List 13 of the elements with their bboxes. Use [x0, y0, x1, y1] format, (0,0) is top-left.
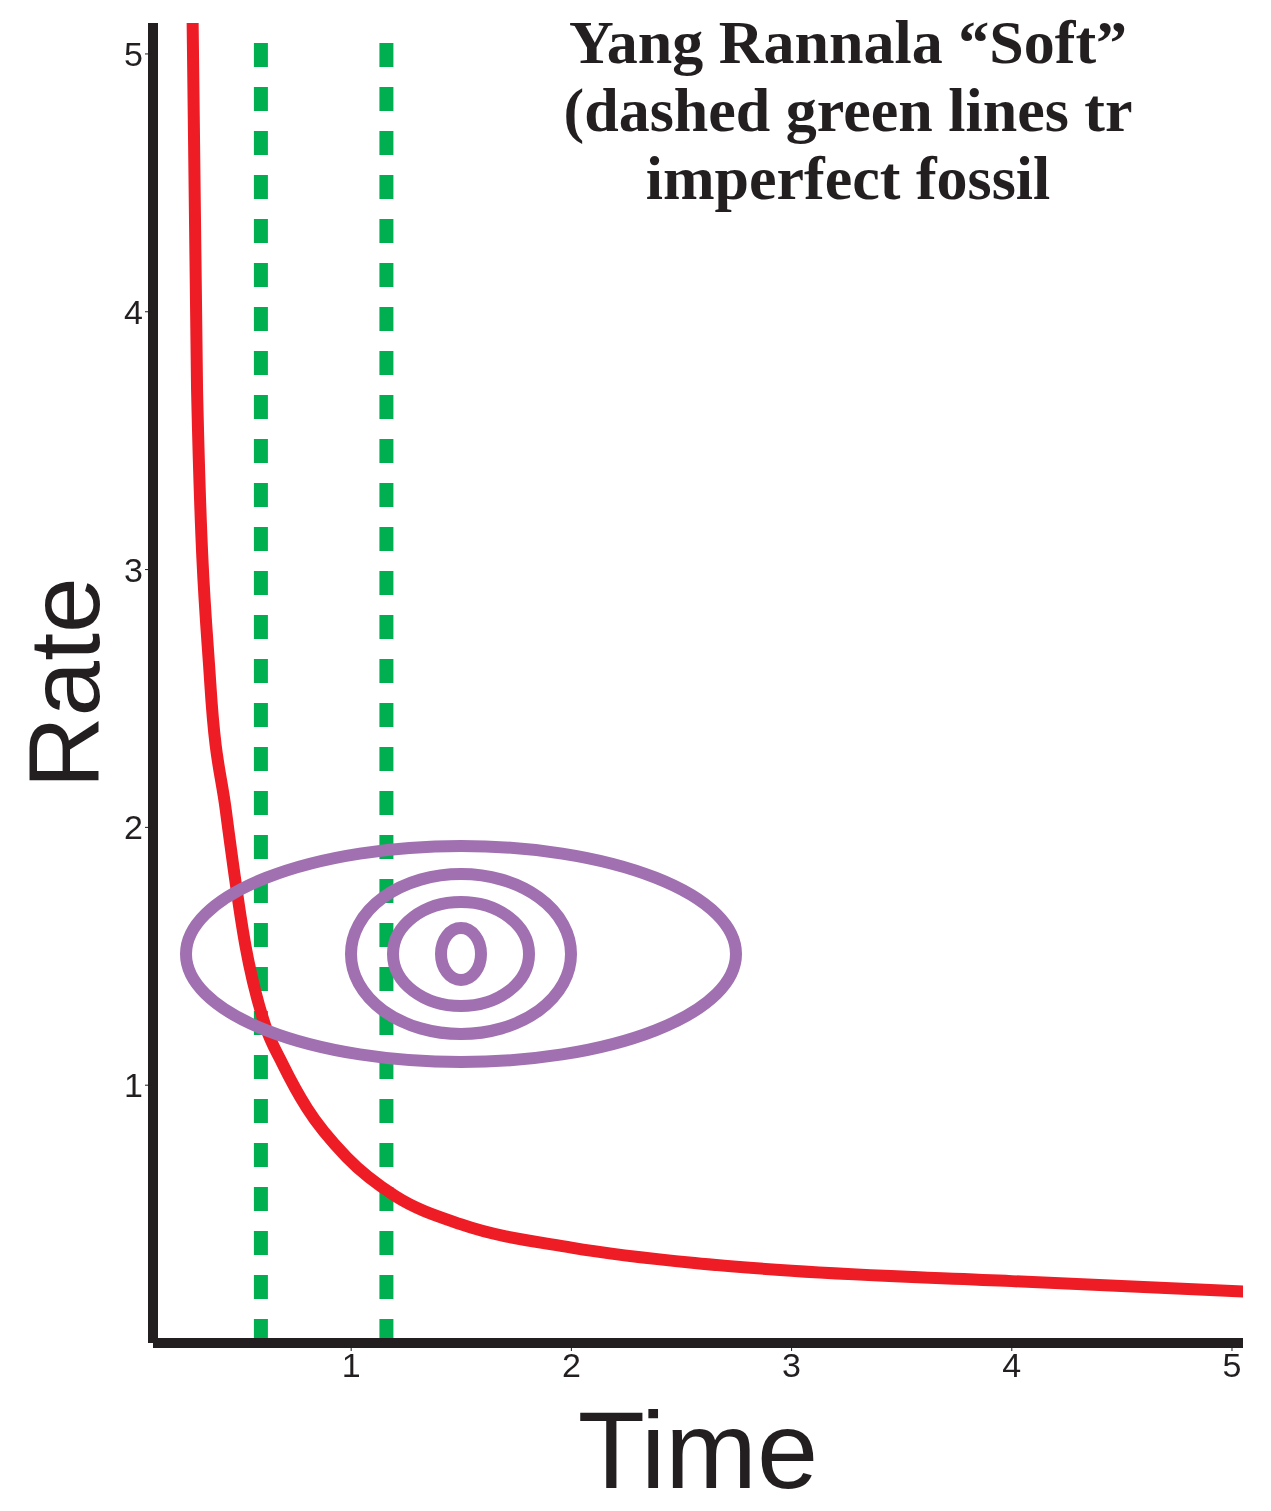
y-tick-label: 1: [124, 1066, 143, 1105]
x-axis-title: Time: [577, 1388, 819, 1511]
x-tick-label: 3: [782, 1346, 802, 1385]
x-tick-label: 5: [1222, 1346, 1242, 1385]
y-tick-label: 5: [124, 35, 143, 74]
y-axis-title: Rate: [7, 577, 120, 789]
y-tick-label: 2: [124, 808, 143, 847]
x-tick-label: 2: [561, 1346, 581, 1385]
x-tick-label: 1: [341, 1346, 361, 1385]
x-tick-label: 4: [1002, 1346, 1022, 1385]
text: Yang Rannala “Soft” (dashed green lines tr imperfect fossil: [562, 8, 1134, 212]
y-tick-label: 3: [124, 550, 143, 589]
y-tick-label: 4: [124, 292, 143, 331]
